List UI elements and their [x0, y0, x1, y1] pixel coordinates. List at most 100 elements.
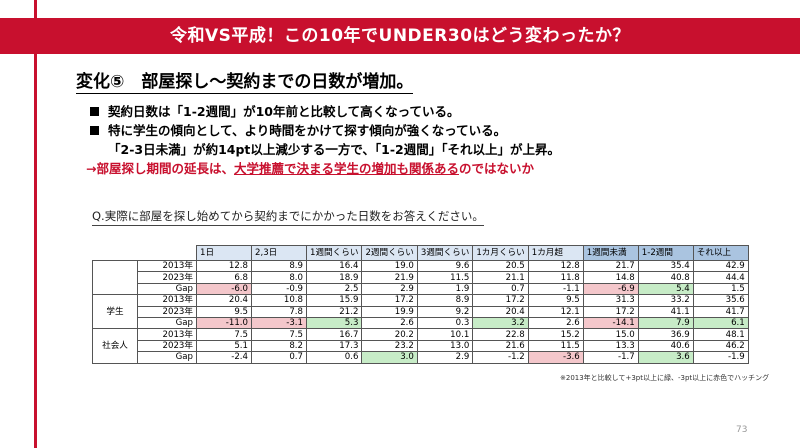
value-cell: 40.6: [637, 339, 694, 353]
column-header: それ以上: [692, 245, 749, 261]
value-cell: 8.9: [251, 259, 307, 273]
left-accent-bar: [34, 0, 37, 448]
group-label-cell: [92, 317, 138, 330]
value-cell: 3.0: [361, 351, 418, 364]
row-label: 2013年: [137, 328, 197, 341]
page-number: 73: [736, 425, 748, 435]
value-cell: -1.7: [582, 351, 639, 364]
value-cell: 0.6: [305, 351, 363, 364]
value-cell: -1.1: [527, 282, 584, 296]
slide-heading: 変化⑤ 部屋探し～契約までの日数が増加。: [76, 67, 414, 94]
value-cell: 23.2: [361, 339, 418, 353]
title-banner: 令和VS平成！この10年でUNDER30はどう変わったか？: [0, 18, 800, 54]
value-cell: 42.9: [692, 259, 749, 273]
row-label: 2013年: [137, 294, 197, 307]
group-label-cell: [92, 351, 138, 364]
bullet-list: 契約日数は「1-2週間」が10年前と比較して高くなっている。 特に学生の傾向とし…: [86, 102, 560, 178]
value-cell: 11.8: [527, 271, 584, 284]
group-label-cell: [92, 283, 138, 296]
square-bullet-icon: [90, 107, 99, 116]
footnote: ※2013年と比較して+3pt以上に緑、-3pt以上に赤色でハッチング: [560, 374, 770, 382]
value-cell: 8.9: [416, 294, 474, 307]
value-cell: 12.1: [527, 305, 584, 318]
table-row: Gap -2.4 0.7 0.6 3.0 2.9 -1.2 -3.6 -1.7 3.6 -1.9: [92, 351, 749, 364]
value-cell: 13.0: [416, 339, 474, 353]
value-cell: 21.2: [305, 305, 363, 318]
square-bullet-icon: [90, 126, 99, 135]
value-cell: 36.9: [637, 328, 694, 341]
bullet-text: 特に学生の傾向として、より時間をかけて探す傾向が強くなっている。: [108, 123, 507, 138]
group-label-cell: 学生: [92, 306, 138, 318]
table-row: 学生 2023年 9.5 7.8 21.2 19.9 9.2 20.4 12.1 17.2 41.1…: [92, 305, 749, 318]
header-blank-cell: [92, 245, 197, 261]
value-cell: -0.9: [251, 282, 307, 296]
value-cell: 11.5: [527, 339, 584, 353]
table-row: Gap -6.0 -0.9 2.5 2.9 1.9 0.7 -1.1 -6.9 5.4 1.5: [92, 282, 749, 296]
value-cell: 2.9: [416, 351, 474, 364]
value-cell: 20.2: [361, 328, 418, 341]
column-header: 1カ月超: [527, 245, 584, 261]
row-label: Gap: [137, 316, 197, 330]
value-cell: 16.7: [305, 328, 363, 341]
table-row: 2023年 6.8 8.0 18.9 21.9 11.5 21.1 11.8 14.8 40.8 4…: [92, 271, 749, 284]
value-cell: -1.9: [692, 351, 749, 364]
column-header: 1-2週間: [637, 245, 694, 261]
value-cell: 46.2: [692, 339, 749, 353]
value-cell: 8.0: [251, 271, 307, 284]
bullet-continuation: 「2-3日未満」が約14pt以上減少する一方で、「1-2週間」「それ以上」が上昇…: [108, 142, 560, 157]
bullet-item: 特に学生の傾向として、より時間をかけて探す傾向が強くなっている。: [86, 121, 560, 140]
value-cell: 15.0: [582, 328, 639, 341]
value-cell: 20.5: [472, 259, 529, 273]
row-label: 2023年: [137, 271, 197, 284]
value-cell: 14.8: [582, 271, 639, 284]
row-label: 2023年: [137, 339, 197, 353]
value-cell: 17.2: [361, 294, 418, 307]
conclusion-suffix: のではないか: [459, 161, 535, 176]
row-label: 2023年: [137, 305, 197, 318]
conclusion-prefix: →部屋探し期間の延長は、: [86, 161, 234, 176]
value-cell: 3.6: [637, 351, 694, 364]
group-label-cell: [92, 271, 138, 284]
value-cell: 9.5: [196, 305, 252, 318]
value-cell: 1.9: [416, 282, 474, 296]
value-cell: 2.6: [361, 316, 418, 330]
group-label-cell: [92, 259, 138, 272]
column-header: 1カ月くらい: [472, 245, 529, 261]
value-cell: 16.4: [305, 259, 363, 273]
value-cell: 2.9: [361, 282, 418, 296]
value-cell: 9.6: [416, 259, 474, 273]
value-cell: 15.2: [527, 328, 584, 341]
group-label-cell: 社会人: [92, 340, 138, 352]
value-cell: 21.1: [472, 271, 529, 284]
value-cell: 0.3: [416, 316, 474, 330]
value-cell: 8.2: [251, 339, 307, 353]
value-cell: -14.1: [582, 316, 639, 330]
table-row: 社会人 2023年 5.1 8.2 17.3 23.2 13.0 21.6 11.5 13.3 40…: [92, 339, 749, 353]
value-cell: 17.2: [472, 294, 529, 307]
value-cell: -11.0: [196, 316, 252, 330]
table-row: 2013年 7.5 7.5 16.7 20.2 10.1 22.8 15.2 15.0 36.9 4…: [92, 328, 749, 341]
value-cell: 1.5: [692, 282, 749, 296]
value-cell: 2.6: [527, 316, 584, 330]
value-cell: -2.4: [196, 351, 252, 364]
value-cell: -3.1: [251, 316, 307, 330]
value-cell: 40.8: [637, 271, 694, 284]
value-cell: 33.2: [637, 294, 694, 307]
column-header: 2週間くらい: [361, 245, 418, 261]
value-cell: 44.4: [692, 271, 749, 284]
value-cell: 10.8: [251, 294, 307, 307]
value-cell: 5.1: [196, 339, 252, 353]
column-header: 2,3日: [251, 245, 307, 261]
bullet-item: 契約日数は「1-2週間」が10年前と比較して高くなっている。: [86, 102, 560, 121]
group-label-cell: [92, 328, 138, 341]
value-cell: 9.5: [527, 294, 584, 307]
group-label-cell: [92, 294, 138, 307]
value-cell: 18.9: [305, 271, 363, 284]
survey-question: Q.実際に部屋を探し始めてから契約までにかかった日数をお答えください。: [92, 208, 484, 226]
value-cell: 12.8: [196, 259, 252, 273]
bullet-text: 契約日数は「1-2週間」が10年前と比較して高くなっている。: [108, 104, 460, 119]
row-label: Gap: [137, 282, 197, 296]
value-cell: 12.8: [527, 259, 584, 273]
value-cell: -6.9: [582, 282, 639, 296]
value-cell: 6.1: [692, 316, 749, 330]
